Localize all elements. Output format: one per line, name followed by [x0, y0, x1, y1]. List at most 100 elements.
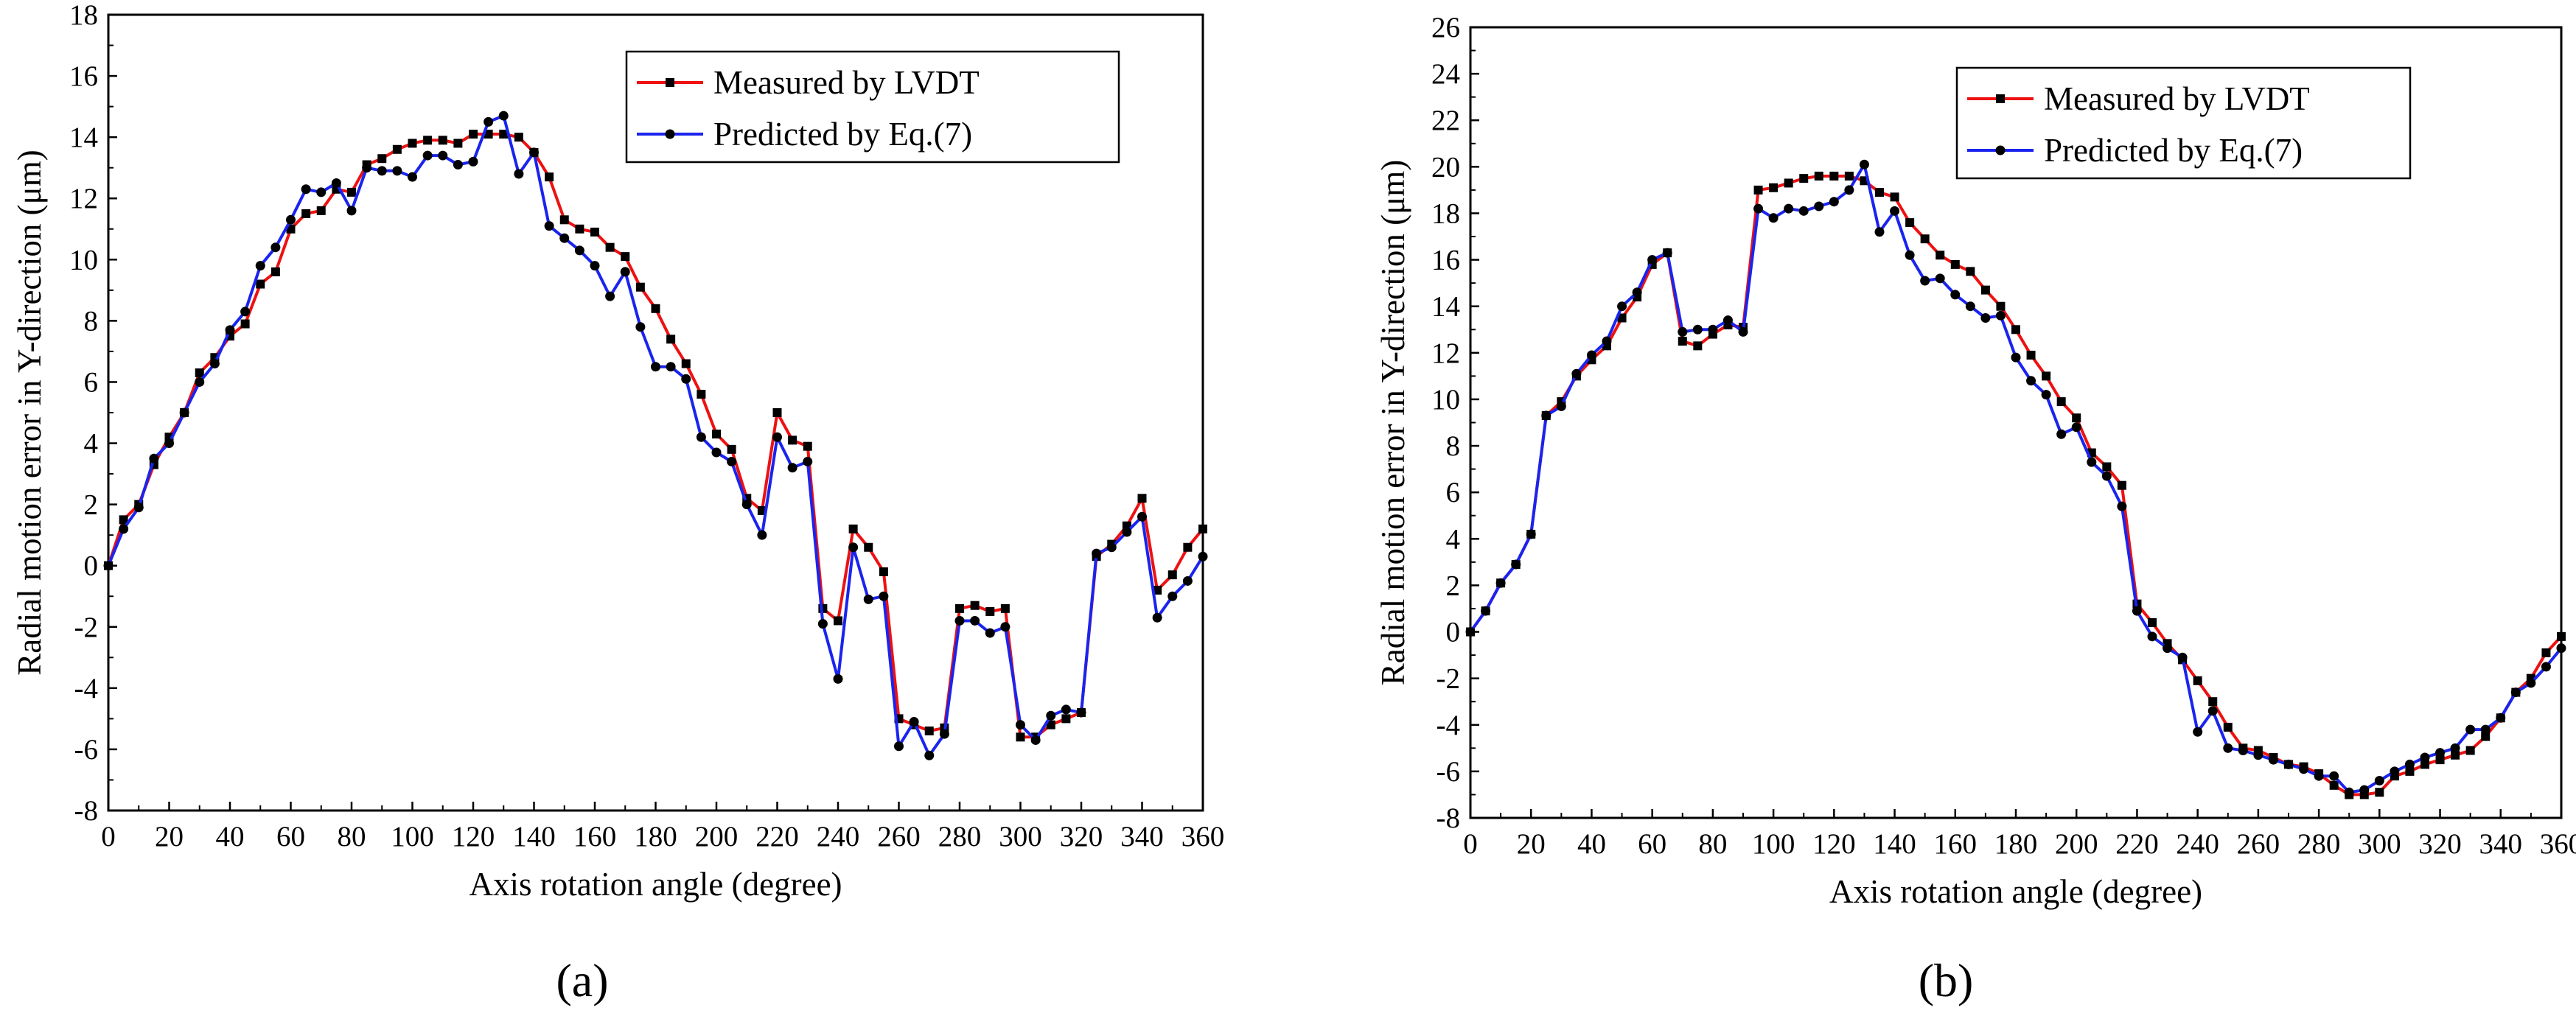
chart-a-series-2-point [286, 214, 296, 225]
chart-a-series-2-point [1167, 591, 1178, 601]
chart-a-series-2-point [209, 359, 220, 369]
chart-a-series-2-point [1198, 551, 1208, 561]
chart-b-series-1-point [2011, 325, 2020, 335]
chart-a-series-2-point [605, 291, 615, 301]
chart-a-series-1-line [107, 133, 1204, 739]
chart-a-y-tick-label: 16 [69, 60, 98, 92]
chart-panel-b: 0 20 40 60 80 100 120 140 160 180 200 220 240 260 280 3… [1375, 12, 2576, 910]
chart-a-series-1-point [240, 319, 250, 329]
chart-a-x-tick-label: 40 [216, 821, 245, 853]
chart-b-y-tick-label: 18 [1431, 197, 1460, 229]
chart-a-series-1-point [1016, 732, 1025, 742]
chart-a-series-1-point [256, 279, 265, 289]
chart-a-series-2-point [741, 500, 752, 510]
chart-a-series-1-point [834, 616, 842, 626]
chart-b-series-2-point [1874, 227, 1885, 237]
chart-a-series-2-point [392, 166, 402, 176]
chart-a-series-2-point [1092, 548, 1102, 559]
chart-a-series-1-point [1167, 570, 1177, 580]
chart-a-series-2-point [803, 456, 813, 466]
chart-a-series-1-point [545, 172, 554, 182]
chart-b-series-2-point [1965, 301, 1975, 312]
chart-b-series-2-point [2390, 766, 2400, 777]
chart-a-series-2-point [757, 530, 767, 540]
chart-b-series-2-point [1768, 213, 1779, 223]
chart-a-series-2-point [119, 524, 129, 534]
chart-b-x-tick-label: 200 [2055, 828, 2098, 860]
chart-a-series-1-point [423, 136, 433, 145]
chart-b-series-2-point [2056, 429, 2067, 439]
chart-b-series-1-point [1920, 234, 1930, 244]
chart-a-series-1-point [970, 601, 980, 610]
chart-a-y-tick-label: -2 [74, 612, 99, 643]
chart-b-series-2-point [2299, 764, 2309, 774]
chart-b-x-tick-label: 80 [1698, 828, 1727, 860]
chart-a-x-tick-label: 260 [877, 821, 921, 853]
chart-a-y-tick-label: -8 [74, 795, 99, 827]
chart-a-series-1-point [1000, 603, 1010, 613]
chart-a-series-1-point [499, 130, 509, 139]
chart-a-series-2-point [651, 362, 660, 372]
chart-a-series-2-point [681, 374, 691, 384]
chart-b-series-1-point [1678, 337, 1687, 346]
chart-a-series-1-point [1198, 524, 1207, 533]
chart-a-series-1-point [377, 154, 387, 164]
chart-a-series-1-point [453, 139, 463, 148]
chart-a-y-tick-label: 10 [69, 244, 98, 276]
chart-a-series-2-point [939, 729, 949, 739]
chart-b-series-2-point [1722, 315, 1733, 326]
chart-b-series-1-point [2117, 480, 2126, 490]
chart-b-series-1-point [1753, 185, 1763, 195]
chart-a-x-tick-label: 120 [452, 821, 495, 853]
chart-b-series-2-point [1708, 324, 1718, 335]
chart-b-series-2-point [2223, 743, 2233, 753]
chart-a-series-2-point [164, 438, 174, 449]
chart-panel-a: 0 20 40 60 80 100 120 140 160 180 200 220 240 260 280 3… [11, 0, 1224, 903]
chart-b-y-tick-label: 10 [1431, 384, 1460, 416]
panel-label-a: (a) [556, 954, 608, 1007]
chart-a-series-2-point [468, 156, 478, 167]
chart-a-series-2-point [514, 169, 524, 179]
chart-b-y-tick-label: 22 [1431, 105, 1460, 136]
chart-b-y-axis-label: Radial motion error in Y-direction (μm) [1375, 160, 1411, 686]
chart-a-series-2-point [727, 456, 737, 466]
chart-b-series-1-point [2072, 413, 2081, 423]
chart-b-series-2-point [1541, 410, 1551, 421]
chart-b-series-2-point [2071, 422, 2081, 433]
chart-b-x-tick-label: 260 [2237, 828, 2280, 860]
chart-a-x-tick-label: 340 [1120, 821, 1164, 853]
chart-b-legend-label-2: Predicted by Eq.(7) [2044, 132, 2303, 169]
chart-b-series-2-point [2465, 724, 2476, 735]
chart-b-series-2-point [1798, 206, 1809, 216]
chart-a-series-2-point [422, 150, 433, 161]
chart-b-series-1-point [1980, 285, 1990, 295]
chart-b-series-2-point [1465, 627, 1476, 637]
chart-b-series-1-point [1784, 178, 1793, 188]
chart-a-x-tick-label: 300 [999, 821, 1042, 853]
chart-b-x-tick-label: 60 [1638, 828, 1666, 860]
chart-b-series-1-point [1936, 251, 1945, 260]
chart-b-series-1-point [2056, 397, 2066, 407]
chart-b-series-1-point [1966, 267, 1975, 276]
chart-b-y-tick-label: -8 [1437, 802, 1461, 834]
chart-b-legend-label-1: Measured by LVDT [2044, 80, 2310, 117]
chart-a-series-1-point [864, 542, 873, 552]
chart-b-series-2-point [1753, 203, 1764, 214]
chart-b-series-2-point [1495, 578, 1506, 588]
chart-b-series-2-point [1617, 301, 1627, 312]
chart-a-x-tick-label: 200 [695, 821, 739, 853]
chart-b-x-tick-label: 140 [1873, 828, 1916, 860]
chart-b-x-tick-label: 220 [2115, 828, 2159, 860]
chart-b-series-2-point [2435, 748, 2446, 758]
chart-a-series-2-point [270, 242, 281, 253]
chart-a-series-1-point [301, 209, 311, 218]
chart-b-x-tick-label: 360 [2540, 828, 2576, 860]
chart-b-series-1-point [2148, 617, 2157, 627]
chart-b-series-2-point [1844, 185, 1854, 195]
chart-b-series-1-point [2465, 746, 2475, 755]
chart-a-series-2-point [833, 673, 843, 684]
chart-b-series-1-point [1844, 171, 1854, 181]
chart-b-x-tick-label: 340 [2479, 828, 2523, 860]
chart-b-series-2-point [1647, 255, 1658, 265]
chart-b-series-1-point [2375, 788, 2384, 797]
